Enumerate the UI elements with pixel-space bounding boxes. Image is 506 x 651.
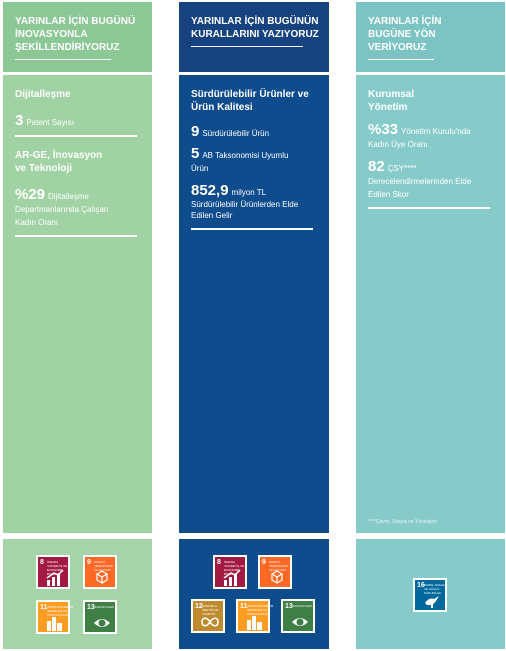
sdg-label: BARIŞ, ADALET VE GÜÇLÜ KURUMLAR (424, 583, 447, 595)
sdg-tile-13: 13 İKLİM EYLEMİ (281, 599, 315, 633)
sdg-number: 11 (240, 603, 248, 610)
header-underline (368, 59, 434, 60)
stat-label: AB Taksonomisi Uyumlu Ürün (191, 151, 289, 173)
sdg-tile-8: 8 İNSANA YAKIŞIR İŞ VE EKONOMİK BÜYÜME (213, 555, 247, 589)
stat-value: 82 (368, 158, 385, 175)
sdg-label: SANAYİ, YENİLİKÇİLİK VE ALTYAPI (269, 560, 289, 572)
sdg-number: 9 (262, 559, 266, 566)
header-underline (191, 46, 303, 47)
sdg-label: İKLİM EYLEMİ (94, 605, 114, 609)
sdg-number: 9 (87, 559, 91, 566)
sdg-tile-9: 9 SANAYİ, YENİLİKÇİLİK VE ALTYAPI (83, 555, 117, 589)
growth-chart-icon (223, 570, 241, 586)
stat-label: Yönetim Kurulu'nda Kadın Üye Oranı (368, 127, 471, 149)
divider (15, 235, 137, 237)
column-body: Kurumsal Yönetim %33 Yönetim Kurulu'nda K… (356, 75, 505, 533)
infinity-icon (201, 617, 219, 627)
stat-label: Sürdürülebilir Ürün (202, 129, 270, 138)
stat-women-ratio: %29 Dijitalleşme Departmanlarında Çalışan… (15, 186, 115, 228)
city-icon (247, 616, 262, 630)
stat-sustainable-products: 9 Sürdürülebilir Ürün (191, 123, 315, 140)
column-header: YARINLAR İÇİN BUGÜNÜN KURALLARINI YAZIYO… (179, 2, 329, 72)
sdg-panel: 8 İNSANA YAKIŞIR İŞ VE EKONOMİK BÜYÜME 9… (179, 539, 329, 649)
stat-value: 5 (191, 145, 200, 162)
sdg-tile-13: 13 İKLİM EYLEMİ (83, 600, 117, 634)
stat-value: 9 (191, 123, 200, 140)
divider (191, 228, 313, 230)
stat-esg-score: 82 ÇSY**** Derecelendirmelerinden Elde Ed… (368, 158, 488, 200)
sdg-number: 13 (87, 604, 95, 611)
section-title: Kurumsal Yönetim (368, 89, 415, 113)
stat-label: Sürdürülebilir Ürünlerden Elde Edilen Ge… (191, 200, 299, 220)
sdg-tile-12: 12 SORUMLU ÜRETİM VE TÜKETİM (191, 599, 225, 633)
sdg-number: 8 (217, 559, 221, 566)
divider (15, 135, 137, 137)
eye-globe-icon (94, 619, 110, 627)
footnote: ****Çevre, Sosyal ve Yönetişim (368, 519, 437, 525)
sdg-label: SÜRDÜRÜLEBİLİR ŞEHİRLER VE TOPLULUKLAR (47, 605, 74, 617)
sdg-tile-11: 11 SÜRDÜRÜLEBİLİR ŞEHİRLER VE TOPLULUKLA… (36, 600, 74, 634)
section-title: Dijitalleşme (15, 89, 71, 100)
sdg-tile-16: 16 BARIŞ, ADALET VE GÜÇLÜ KURUMLAR (413, 578, 447, 612)
cubes-icon (95, 570, 109, 585)
stat-label: Dijitalleşme Departmanlarında Çalışan Ka… (15, 192, 109, 227)
header-title: YARINLAR İÇİN BUGÜNÜ İNOVASYONLA ŞEKİLLE… (15, 16, 136, 53)
column-header: YARINLAR İÇİN BUGÜNE YÖN VERİYORUZ (356, 2, 505, 72)
stat-value: 852,9 (191, 182, 229, 199)
sdg-panel: 16 BARIŞ, ADALET VE GÜÇLÜ KURUMLAR (356, 539, 505, 649)
sdg-number: 12 (195, 603, 203, 610)
dove-icon (425, 596, 439, 608)
column-header: YARINLAR İÇİN BUGÜNÜ İNOVASYONLA ŞEKİLLE… (3, 2, 152, 72)
sdg-tile-8: 8 İNSANA YAKIŞIR İŞ VE EKONOMİK BÜYÜME (36, 555, 70, 589)
section-title: Sürdürülebilir Ürünler ve Ürün Kalitesi (191, 89, 309, 113)
header-underline (15, 59, 111, 60)
stat-value: 3 (15, 112, 24, 129)
sdg-tile-11: 11 SÜRDÜRÜLEBİLİR ŞEHİRLER VE TOPLULUKLA… (236, 599, 274, 633)
eye-globe-icon (292, 618, 308, 626)
column-body: Sürdürülebilir Ürünler ve Ürün Kalitesi … (179, 75, 329, 533)
stat-revenue: 852,9 milyon TL Sürdürülebilir Ürünlerden… (191, 183, 315, 221)
sdg-panel: 8 İNSANA YAKIŞIR İŞ VE EKONOMİK BÜYÜME 9… (3, 539, 152, 649)
sdg-label: SORUMLU ÜRETİM VE TÜKETİM (202, 604, 219, 616)
growth-chart-icon (46, 570, 64, 586)
sdg-number: 16 (417, 582, 425, 589)
city-icon (47, 617, 62, 631)
stat-label: ÇSY**** Derecelendirmelerinden Elde Edil… (368, 164, 472, 199)
stat-value: %33 (368, 121, 399, 138)
section-title: AR-GE, İnovasyon ve Teknoloji (15, 150, 103, 174)
cubes-icon (270, 570, 284, 585)
stat-value: %29 (15, 186, 46, 203)
column-body: Dijitalleşme 3 Patent Sayısı AR-GE, İnova… (3, 75, 152, 533)
stat-women-board: %33 Yönetim Kurulu'nda Kadın Üye Oranı (368, 121, 493, 150)
stat-patents: 3 Patent Sayısı (15, 112, 138, 129)
header-title: YARINLAR İÇİN BUGÜNE YÖN VERİYORUZ (368, 16, 442, 53)
sdg-label: SANAYİ, YENİLİKÇİLİK VE ALTYAPI (94, 560, 114, 572)
sdg-number: 13 (285, 603, 293, 610)
header-title: YARINLAR İÇİN BUGÜNÜN KURALLARINI YAZIYO… (191, 16, 319, 40)
sdg-tile-9: 9 SANAYİ, YENİLİKÇİLİK VE ALTYAPI (258, 555, 292, 589)
sdg-label: SÜRDÜRÜLEBİLİR ŞEHİRLER VE TOPLULUKLAR (247, 604, 274, 616)
divider (368, 207, 490, 209)
sdg-label: İKLİM EYLEMİ (292, 604, 312, 608)
stat-label: Patent Sayısı (26, 118, 74, 127)
sdg-number: 11 (40, 604, 48, 611)
stat-unit: milyon TL (231, 188, 267, 197)
sdg-number: 8 (40, 559, 44, 566)
stat-taxonomy-products: 5 AB Taksonomisi Uyumlu Ürün (191, 145, 291, 174)
